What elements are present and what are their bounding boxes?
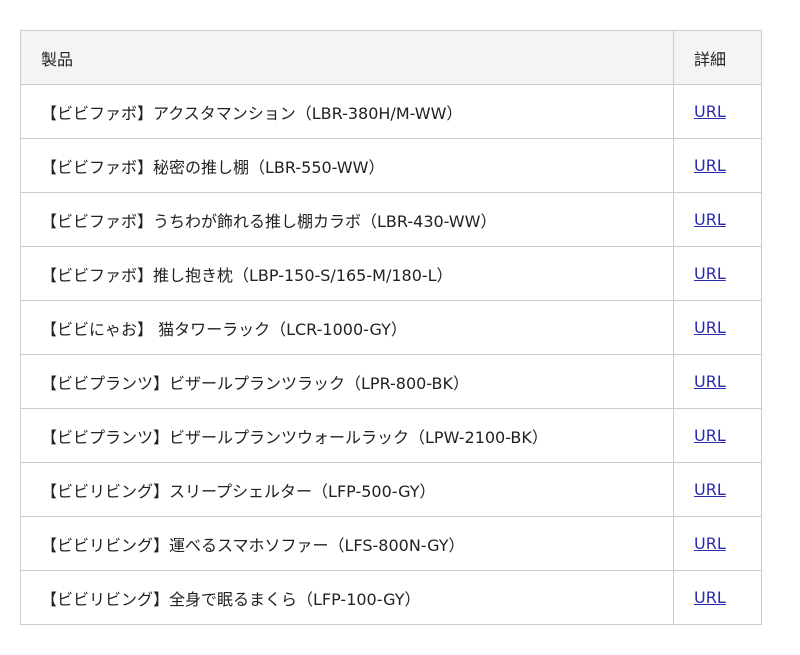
table-header-row: 製品 詳細 [20,30,762,85]
table-row: 【ビビファボ】アクスタマンション（LBR-380H/M-WW） URL [20,84,762,139]
details-cell: URL [673,462,762,517]
details-cell: URL [673,408,762,463]
table-row: 【ビビプランツ】ビザールプランツラック（LPR-800-BK） URL [20,354,762,409]
header-details: 詳細 [673,30,762,85]
product-name: 【ビビにゃお】 猫タワーラック（LCR-1000-GY） [20,300,674,355]
details-cell: URL [673,516,762,571]
details-link[interactable]: URL [694,210,726,229]
product-name: 【ビビリビング】全身で眠るまくら（LFP-100-GY） [20,570,674,625]
product-name: 【ビビプランツ】ビザールプランツウォールラック（LPW-2100-BK） [20,408,674,463]
details-link[interactable]: URL [694,372,726,391]
details-link[interactable]: URL [694,534,726,553]
product-name: 【ビビリビング】運べるスマホソファー（LFS-800N-GY） [20,516,674,571]
details-link[interactable]: URL [694,588,726,607]
product-name: 【ビビリビング】スリープシェルター（LFP-500-GY） [20,462,674,517]
details-link[interactable]: URL [694,102,726,121]
product-name: 【ビビプランツ】ビザールプランツラック（LPR-800-BK） [20,354,674,409]
product-name: 【ビビファボ】推し抱き枕（LBP-150-S/165-M/180-L） [20,246,674,301]
product-name: 【ビビファボ】秘密の推し棚（LBR-550-WW） [20,138,674,193]
table-row: 【ビビリビング】運べるスマホソファー（LFS-800N-GY） URL [20,516,762,571]
table-row: 【ビビファボ】うちわが飾れる推し棚カラボ（LBR-430-WW） URL [20,192,762,247]
details-cell: URL [673,84,762,139]
details-cell: URL [673,300,762,355]
details-cell: URL [673,354,762,409]
details-link[interactable]: URL [694,156,726,175]
product-name: 【ビビファボ】アクスタマンション（LBR-380H/M-WW） [20,84,674,139]
details-link[interactable]: URL [694,264,726,283]
details-link[interactable]: URL [694,426,726,445]
table-row: 【ビビファボ】推し抱き枕（LBP-150-S/165-M/180-L） URL [20,246,762,301]
product-table: 製品 詳細 【ビビファボ】アクスタマンション（LBR-380H/M-WW） URL… [20,30,762,625]
product-name: 【ビビファボ】うちわが飾れる推し棚カラボ（LBR-430-WW） [20,192,674,247]
table-row: 【ビビリビング】全身で眠るまくら（LFP-100-GY） URL [20,570,762,625]
table-row: 【ビビプランツ】ビザールプランツウォールラック（LPW-2100-BK） URL [20,408,762,463]
details-cell: URL [673,138,762,193]
header-product: 製品 [20,30,674,85]
details-cell: URL [673,246,762,301]
table-row: 【ビビにゃお】 猫タワーラック（LCR-1000-GY） URL [20,300,762,355]
details-cell: URL [673,192,762,247]
details-link[interactable]: URL [694,480,726,499]
table-row: 【ビビファボ】秘密の推し棚（LBR-550-WW） URL [20,138,762,193]
details-cell: URL [673,570,762,625]
details-link[interactable]: URL [694,318,726,337]
table-row: 【ビビリビング】スリープシェルター（LFP-500-GY） URL [20,462,762,517]
